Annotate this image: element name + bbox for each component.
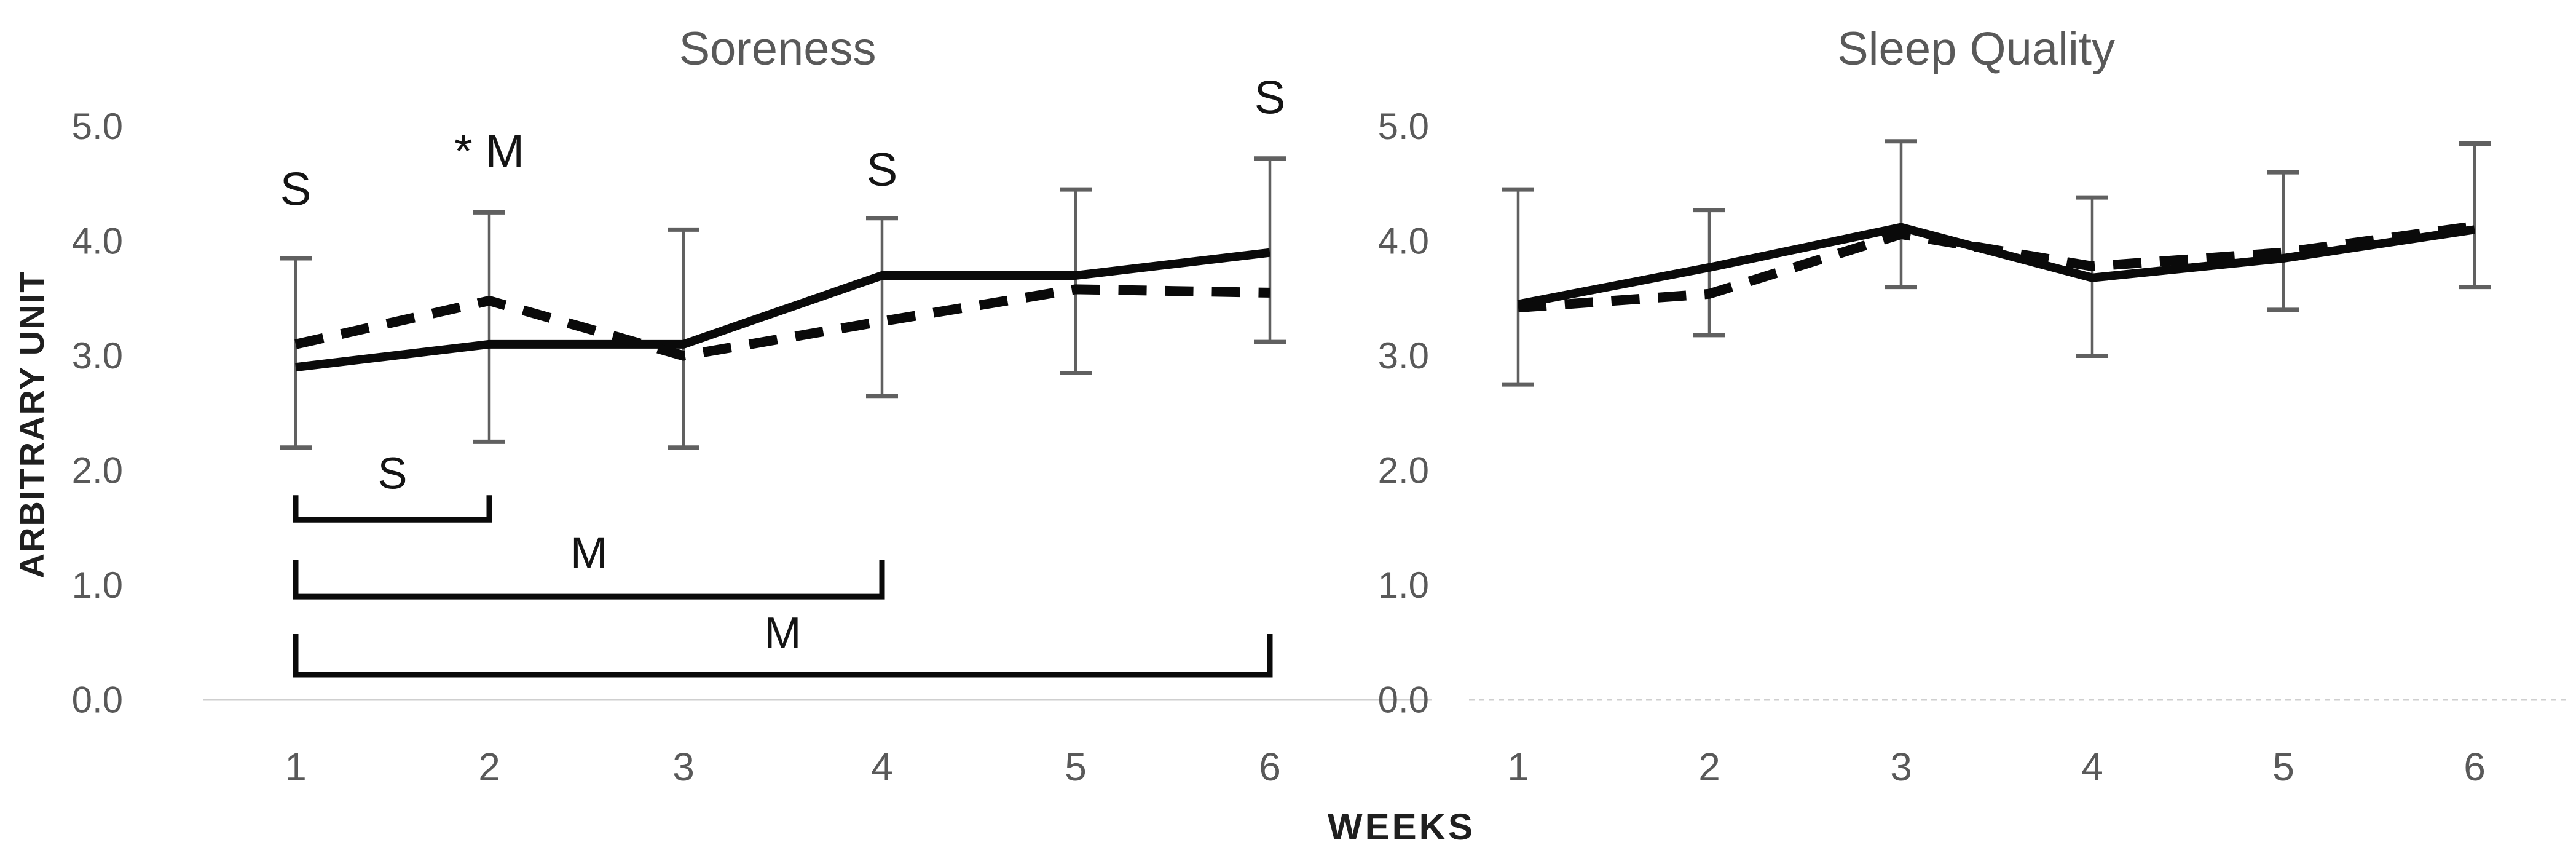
significance-letter: S	[1255, 71, 1286, 124]
y-tick-label: 5.0	[1378, 106, 1429, 147]
significance-bracket-label: M	[765, 609, 802, 658]
y-tick-label: 5.0	[72, 106, 123, 147]
x-axis-title: WEEKS	[1327, 806, 1476, 847]
dashed-series-line	[294, 284, 1270, 361]
solid-series-line	[295, 248, 1270, 372]
y-tick-label: 4.0	[1378, 221, 1429, 262]
significance-letter: S	[867, 144, 898, 196]
significance-bracket	[293, 633, 1273, 678]
significance-bracket	[293, 495, 492, 523]
y-tick-label: 2.0	[72, 450, 123, 491]
x-tick-label: 5	[2272, 745, 2294, 789]
significance-letter: * M	[454, 125, 524, 178]
y-tick-label: 1.0	[1378, 565, 1429, 606]
sleep-quality-chart-title: Sleep Quality	[1837, 23, 2116, 75]
x-tick-label: 3	[672, 745, 695, 789]
x-tick-label: 3	[1890, 745, 1912, 789]
y-tick-label: 3.0	[1378, 335, 1429, 376]
x-tick-label: 2	[1698, 745, 1720, 789]
y-tick-label: 1.0	[72, 565, 123, 606]
x-tick-label: 5	[1065, 745, 1087, 789]
x-tick-label: 6	[1259, 745, 1281, 789]
y-tick-label: 3.0	[72, 335, 123, 376]
y-tick-label: 4.0	[72, 221, 123, 262]
x-tick-label: 4	[2081, 745, 2103, 789]
x-tick-label: 2	[478, 745, 500, 789]
y-tick-label: 0.0	[1378, 680, 1429, 721]
significance-bracket-label: S	[377, 450, 407, 499]
dashed-series-line	[1518, 221, 2476, 313]
y-tick-label: 0.0	[72, 680, 123, 721]
x-tick-label: 6	[2464, 745, 2486, 789]
y-axis-title: ARBITRARY UNIT	[12, 270, 51, 579]
x-tick-label: 4	[871, 745, 893, 789]
y-tick-label: 2.0	[1378, 450, 1429, 491]
x-tick-label: 1	[285, 745, 307, 789]
significance-bracket	[293, 560, 885, 600]
significance-bracket-label: M	[570, 528, 607, 577]
soreness-chart-title: Soreness	[679, 23, 876, 75]
significance-letter: S	[280, 164, 312, 216]
x-tick-label: 1	[1507, 745, 1529, 789]
